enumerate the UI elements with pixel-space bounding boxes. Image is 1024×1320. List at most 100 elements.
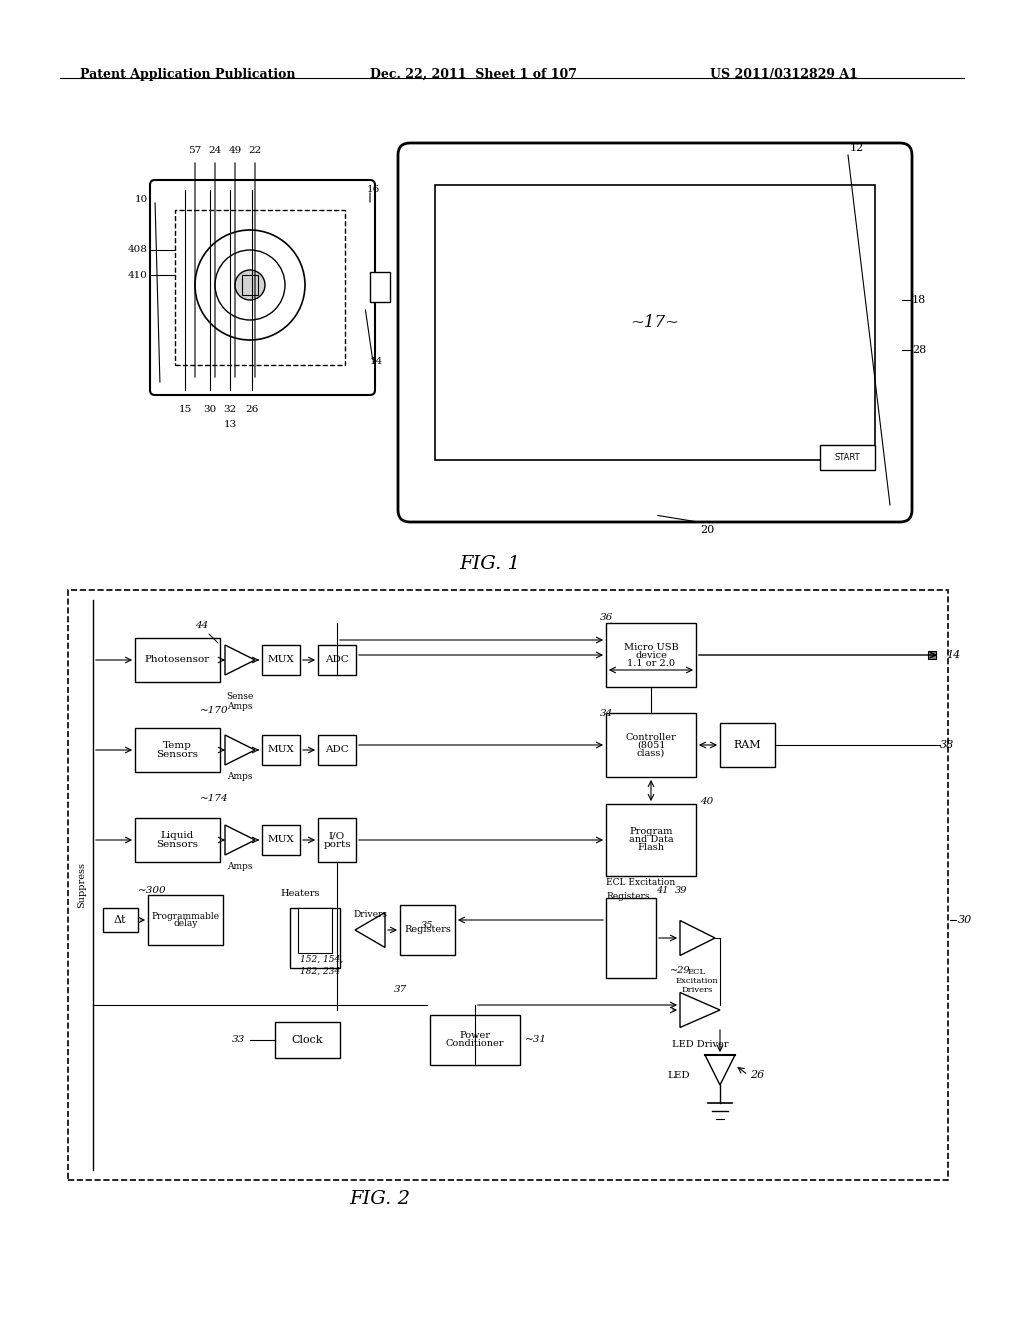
Text: 410: 410 — [128, 271, 148, 280]
Bar — [262, 735, 300, 766]
Bar — [290, 908, 340, 968]
Text: ~29: ~29 — [670, 966, 690, 975]
Text: 37: 37 — [393, 985, 407, 994]
Circle shape — [215, 249, 285, 319]
Polygon shape — [680, 920, 715, 956]
Text: LED: LED — [668, 1071, 690, 1080]
Text: MUX: MUX — [267, 656, 294, 664]
Text: device: device — [635, 651, 667, 660]
Text: Suppress: Suppress — [78, 862, 86, 908]
Text: ADC: ADC — [326, 746, 349, 755]
Text: 34: 34 — [600, 709, 613, 718]
Bar — [606, 804, 696, 876]
Text: MUX: MUX — [267, 746, 294, 755]
Text: 49: 49 — [228, 147, 242, 154]
Bar — [430, 1015, 520, 1065]
Text: ~17~: ~17~ — [631, 314, 680, 331]
Text: Flash: Flash — [638, 843, 665, 853]
Text: Amps: Amps — [227, 862, 253, 871]
Text: 26: 26 — [246, 405, 259, 414]
Text: Conditioner: Conditioner — [445, 1040, 504, 1048]
Text: class): class) — [637, 748, 666, 758]
Polygon shape — [680, 993, 720, 1027]
Text: Registers: Registers — [404, 925, 451, 935]
Bar — [135, 818, 220, 862]
Bar — [135, 638, 220, 682]
Text: Temp: Temp — [163, 742, 191, 750]
Bar — [275, 1022, 340, 1059]
Text: delay: delay — [173, 919, 198, 928]
FancyBboxPatch shape — [398, 143, 912, 521]
Text: 39: 39 — [675, 886, 687, 895]
Polygon shape — [225, 645, 255, 675]
Text: ~31: ~31 — [525, 1035, 547, 1044]
Text: RAM: RAM — [733, 741, 761, 750]
Bar — [262, 645, 300, 675]
Text: 30: 30 — [204, 405, 217, 414]
Text: Dec. 22, 2011  Sheet 1 of 107: Dec. 22, 2011 Sheet 1 of 107 — [370, 69, 577, 81]
Text: 182, 234: 182, 234 — [300, 968, 340, 975]
Polygon shape — [355, 912, 385, 948]
Text: 10: 10 — [135, 195, 148, 205]
Text: Amps: Amps — [227, 772, 253, 781]
Text: FIG. 2: FIG. 2 — [349, 1191, 411, 1208]
FancyBboxPatch shape — [150, 180, 375, 395]
Text: 28: 28 — [912, 345, 927, 355]
Bar — [606, 623, 696, 686]
Text: Controller: Controller — [626, 733, 677, 742]
Text: US 2011/0312829 A1: US 2011/0312829 A1 — [710, 69, 858, 81]
Bar — [820, 445, 874, 470]
Text: Micro USB: Micro USB — [624, 643, 678, 652]
Bar — [175, 210, 345, 366]
Text: 14: 14 — [946, 649, 961, 660]
Text: and Data: and Data — [629, 836, 674, 845]
Text: ~300: ~300 — [138, 886, 167, 895]
Text: I/O: I/O — [329, 832, 345, 841]
Bar — [606, 713, 696, 777]
Text: 32: 32 — [223, 405, 237, 414]
Text: (8051: (8051 — [637, 741, 666, 750]
Bar — [606, 898, 656, 978]
Text: Sensors: Sensors — [157, 750, 199, 759]
Text: 41: 41 — [656, 886, 669, 895]
Text: MUX: MUX — [267, 836, 294, 845]
Polygon shape — [225, 825, 255, 855]
Circle shape — [195, 230, 305, 341]
Text: 16: 16 — [367, 186, 380, 194]
Text: Clock: Clock — [292, 1035, 324, 1045]
Text: 35: 35 — [421, 920, 433, 929]
Text: 36: 36 — [600, 612, 613, 622]
Text: 26: 26 — [750, 1071, 764, 1080]
Text: 14: 14 — [370, 358, 383, 367]
Bar — [68, 590, 948, 1180]
Text: 20: 20 — [700, 525, 715, 535]
Text: Photosensor: Photosensor — [144, 656, 210, 664]
Text: Power: Power — [460, 1031, 490, 1040]
Bar — [370, 272, 390, 302]
Polygon shape — [225, 735, 255, 766]
Text: Program: Program — [630, 828, 673, 837]
Text: Drivers: Drivers — [353, 909, 387, 919]
Text: 1.1 or 2.0: 1.1 or 2.0 — [627, 659, 675, 668]
Bar — [318, 735, 356, 766]
Text: 22: 22 — [249, 147, 261, 154]
Text: LED Driver: LED Driver — [672, 1040, 728, 1049]
Text: 18: 18 — [912, 294, 927, 305]
Text: Sensors: Sensors — [157, 840, 199, 849]
Text: Programmable: Programmable — [152, 912, 219, 921]
Text: FIG. 1: FIG. 1 — [460, 554, 520, 573]
Text: 33: 33 — [231, 1035, 245, 1044]
Text: 24: 24 — [208, 147, 221, 154]
Text: 13: 13 — [223, 420, 237, 429]
Bar — [318, 645, 356, 675]
Text: 12: 12 — [850, 143, 864, 153]
Polygon shape — [705, 1055, 735, 1085]
Text: ~174: ~174 — [200, 795, 228, 803]
Bar — [435, 185, 874, 459]
Text: 30: 30 — [958, 915, 972, 925]
Text: ECL
Excitation
Drivers: ECL Excitation Drivers — [676, 968, 719, 994]
Text: ~170: ~170 — [200, 706, 228, 715]
Bar — [103, 908, 138, 932]
Text: Registers: Registers — [606, 892, 649, 902]
Text: 44: 44 — [195, 620, 208, 630]
